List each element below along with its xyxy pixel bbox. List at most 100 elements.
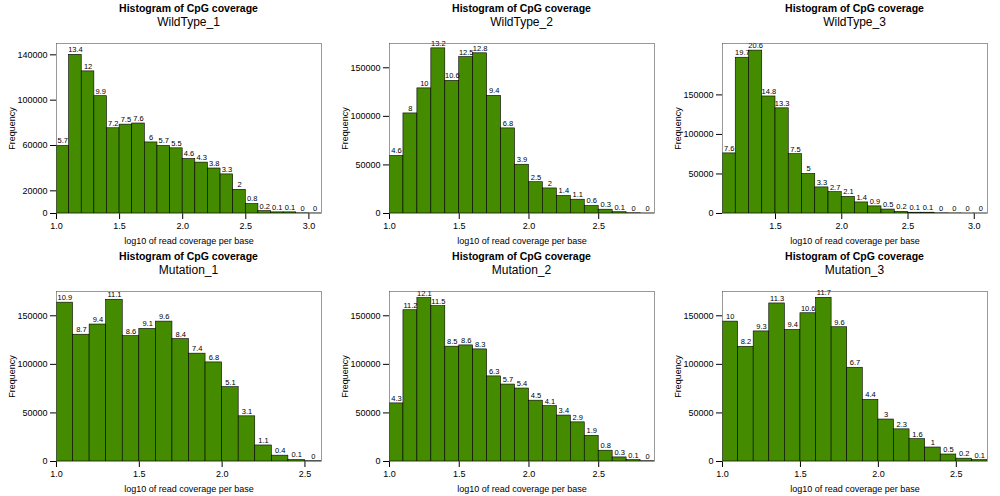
svg-text:1.0: 1.0	[383, 221, 396, 231]
svg-text:0.6: 0.6	[587, 196, 597, 205]
svg-text:2.5: 2.5	[902, 221, 915, 231]
svg-text:1.6: 1.6	[912, 430, 922, 439]
svg-text:1.0: 1.0	[383, 469, 396, 479]
svg-text:1.5: 1.5	[453, 221, 466, 231]
svg-text:0: 0	[300, 204, 304, 213]
svg-text:7.4: 7.4	[192, 344, 202, 353]
svg-text:11.2: 11.2	[403, 301, 417, 310]
svg-text:1.1: 1.1	[258, 436, 268, 445]
svg-text:4.3: 4.3	[391, 394, 401, 403]
svg-text:0.1: 0.1	[285, 203, 295, 212]
svg-text:0.2: 0.2	[959, 449, 969, 458]
svg-text:50000: 50000	[688, 408, 713, 418]
svg-text:150000: 150000	[350, 311, 380, 321]
svg-text:0.2: 0.2	[259, 202, 269, 211]
svg-text:4.3: 4.3	[196, 153, 206, 162]
svg-text:0: 0	[979, 204, 983, 213]
svg-text:log10 of read coverage per bas: log10 of read coverage per base	[790, 484, 920, 494]
svg-text:1.0: 1.0	[716, 469, 729, 479]
svg-text:9.6: 9.6	[834, 318, 844, 327]
svg-text:20.6: 20.6	[748, 41, 763, 50]
svg-text:0.5: 0.5	[883, 200, 893, 209]
svg-text:Frequency: Frequency	[673, 355, 683, 398]
svg-text:6: 6	[149, 133, 153, 142]
svg-text:2.5: 2.5	[592, 469, 605, 479]
svg-text:0: 0	[966, 204, 970, 213]
svg-text:0.8: 0.8	[247, 194, 257, 203]
svg-text:5.7: 5.7	[58, 136, 68, 145]
svg-text:11.3: 11.3	[770, 294, 784, 303]
svg-text:Frequency: Frequency	[340, 107, 350, 150]
svg-text:20000: 20000	[22, 186, 47, 196]
svg-text:0.3: 0.3	[614, 448, 624, 457]
svg-text:0.1: 0.1	[614, 203, 624, 212]
svg-text:2.0: 2.0	[523, 469, 536, 479]
svg-text:4.6: 4.6	[184, 149, 194, 158]
svg-text:0: 0	[375, 456, 380, 466]
svg-text:4.1: 4.1	[545, 397, 555, 406]
svg-text:2.0: 2.0	[523, 221, 536, 231]
svg-text:10: 10	[726, 312, 734, 321]
svg-text:0: 0	[375, 208, 380, 218]
svg-text:1.0: 1.0	[50, 221, 63, 231]
svg-text:1: 1	[931, 438, 935, 447]
svg-text:150000: 150000	[683, 90, 713, 100]
svg-text:0: 0	[708, 208, 713, 218]
svg-text:100000: 100000	[350, 359, 380, 369]
svg-text:0: 0	[708, 456, 713, 466]
svg-text:Frequency: Frequency	[7, 107, 17, 150]
svg-text:4.5: 4.5	[531, 391, 541, 400]
svg-text:10.9: 10.9	[57, 293, 72, 302]
svg-text:4.6: 4.6	[391, 146, 401, 155]
svg-text:1.4: 1.4	[856, 193, 866, 202]
svg-text:5.5: 5.5	[171, 139, 181, 148]
svg-text:2.5: 2.5	[299, 469, 312, 479]
svg-text:1.5: 1.5	[769, 221, 782, 231]
svg-text:7.6: 7.6	[133, 114, 143, 123]
svg-text:9.6: 9.6	[159, 312, 169, 321]
svg-text:9.4: 9.4	[93, 315, 103, 324]
svg-text:1.9: 1.9	[587, 426, 597, 435]
svg-text:2.5: 2.5	[531, 173, 541, 182]
svg-text:8.6: 8.6	[461, 336, 471, 345]
svg-text:log10 of read coverage per bas: log10 of read coverage per base	[124, 484, 254, 494]
svg-text:3.0: 3.0	[303, 221, 316, 231]
svg-text:13.4: 13.4	[68, 45, 83, 54]
svg-text:0: 0	[311, 452, 315, 461]
svg-text:0: 0	[42, 456, 47, 466]
svg-text:8: 8	[408, 104, 412, 113]
svg-text:0: 0	[939, 204, 943, 213]
svg-text:150000: 150000	[683, 311, 713, 321]
svg-text:5.7: 5.7	[159, 136, 169, 145]
svg-text:5: 5	[807, 164, 811, 173]
svg-text:1.1: 1.1	[573, 190, 583, 199]
svg-text:0.1: 0.1	[291, 450, 301, 459]
svg-text:6.8: 6.8	[503, 119, 513, 128]
svg-text:11.7: 11.7	[817, 288, 831, 297]
svg-text:0.3: 0.3	[600, 200, 610, 209]
svg-text:12: 12	[84, 62, 92, 71]
svg-text:2: 2	[548, 179, 552, 188]
svg-text:50000: 50000	[22, 408, 47, 418]
svg-text:8.5: 8.5	[447, 337, 457, 346]
svg-text:8.2: 8.2	[741, 337, 751, 346]
svg-text:10.6: 10.6	[801, 304, 816, 313]
svg-text:12.1: 12.1	[417, 289, 432, 298]
svg-text:0.1: 0.1	[272, 203, 282, 212]
svg-text:1.4: 1.4	[559, 186, 569, 195]
svg-text:3.0: 3.0	[968, 221, 981, 231]
svg-text:0.2: 0.2	[896, 202, 906, 211]
svg-text:9.4: 9.4	[787, 320, 797, 329]
svg-text:50000: 50000	[355, 408, 380, 418]
svg-text:150000: 150000	[17, 311, 47, 321]
svg-text:150000: 150000	[350, 63, 380, 73]
svg-text:9.4: 9.4	[489, 86, 499, 95]
svg-text:50000: 50000	[355, 160, 380, 170]
svg-text:1.5: 1.5	[133, 469, 146, 479]
svg-text:8.6: 8.6	[126, 327, 136, 336]
svg-text:7.2: 7.2	[108, 119, 118, 128]
svg-text:7.5: 7.5	[121, 115, 131, 124]
svg-text:100000: 100000	[17, 359, 47, 369]
svg-text:4.4: 4.4	[865, 390, 875, 399]
svg-text:100000: 100000	[683, 359, 713, 369]
